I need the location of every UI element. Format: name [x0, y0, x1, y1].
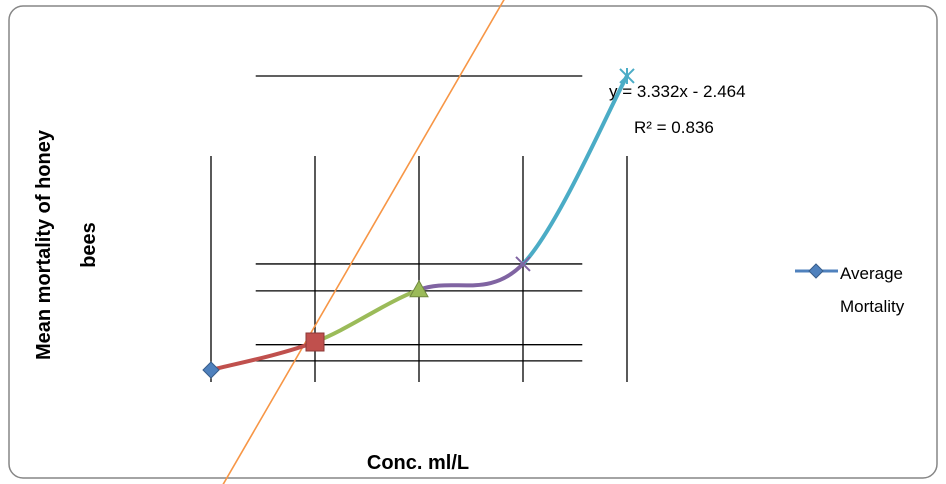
series-segment-2	[313, 287, 421, 344]
legend-label-line2: Mortality	[840, 297, 905, 316]
series-segment-3	[417, 261, 525, 292]
trendline-label: y = 3.332x - 2.464 R² = 0.836	[609, 82, 746, 137]
trendline-r-squared: R² = 0.836	[634, 118, 714, 137]
data-point-4	[515, 256, 531, 272]
series-segment-4	[521, 73, 629, 266]
legend-label-line1: Average	[840, 264, 903, 283]
data-point-2	[305, 332, 325, 352]
y-axis-label-line2: bees	[78, 222, 100, 268]
trendline-layer	[222, 0, 505, 484]
trendline-equation: y = 3.332x - 2.464	[609, 82, 746, 101]
marker-layer	[202, 67, 635, 379]
data-point-5	[619, 67, 635, 84]
chart-border	[8, 5, 938, 479]
data-point-3	[409, 279, 429, 298]
data-point-1	[202, 361, 220, 379]
y-axis-label-line1: Mean mortality of honey	[33, 129, 55, 360]
series-layer	[209, 73, 629, 372]
x-axis-label: Conc. ml/L	[367, 452, 469, 474]
legend: Average Mortality	[795, 263, 905, 316]
legend-marker	[808, 263, 824, 279]
trendline	[222, 0, 505, 484]
